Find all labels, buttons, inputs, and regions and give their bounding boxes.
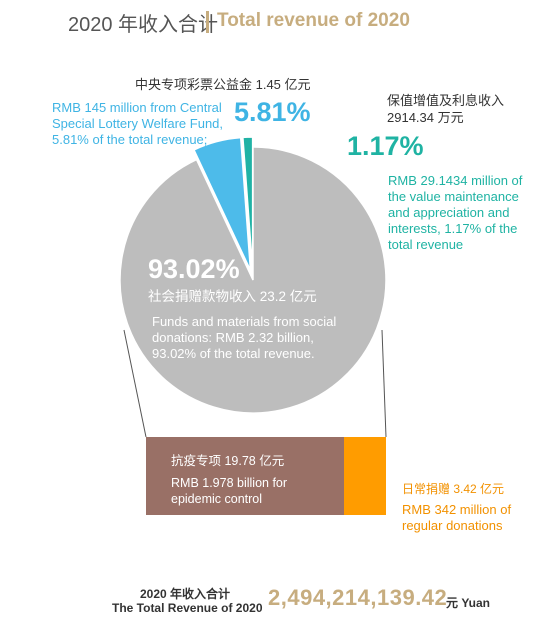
lottery-label-en: RMB 145 million from Central Special Lot… (52, 100, 224, 147)
interest-label-cn-1: 保值增值及利息收入 (387, 93, 505, 108)
lottery-label-cn: 中央专项彩票公益金 1.45 亿元 (135, 77, 311, 92)
total-label-cn: 2020 年收入合计 (140, 587, 231, 601)
social-label-cn: 社会捐赠款物收入 23.2 亿元 (148, 289, 317, 304)
epidemic-label-en: RMB 1.978 billion for epidemic control (171, 476, 288, 506)
connector-line-left (123, 329, 147, 438)
regular-label-cn: 日常捐赠 3.42 亿元 (402, 482, 505, 496)
regular-label-en: RMB 342 million of regular donations (402, 502, 512, 533)
interest-percent: 1.17% (347, 131, 424, 161)
total-label-en: The Total Revenue of 2020 (112, 601, 263, 615)
pie-slice-lottery (192, 136, 252, 271)
pie-slice-interest (242, 136, 254, 271)
pie-slice-social (119, 146, 387, 414)
connector-line-right (381, 329, 387, 438)
social-percent: 93.02% (148, 254, 240, 284)
epidemic-bar (146, 437, 344, 515)
interest-label-en: RMB 29.1434 million of the value mainten… (388, 173, 523, 252)
chart-title-cn: 2020 年收入合计 (68, 14, 219, 36)
title-divider (206, 11, 209, 33)
lottery-percent: 5.81% (234, 97, 311, 127)
interest-label-cn-2: 2914.34 万元 (387, 110, 464, 125)
chart-title-en: Total revenue of 2020 (217, 10, 410, 31)
social-label-en: Funds and materials from social donation… (152, 314, 337, 361)
total-value: 2,494,214,139.42 (268, 585, 448, 610)
total-unit: 元 Yuan (446, 596, 491, 610)
epidemic-label-cn: 抗疫专项 19.78 亿元 (171, 454, 285, 468)
regular-bar (344, 437, 386, 515)
